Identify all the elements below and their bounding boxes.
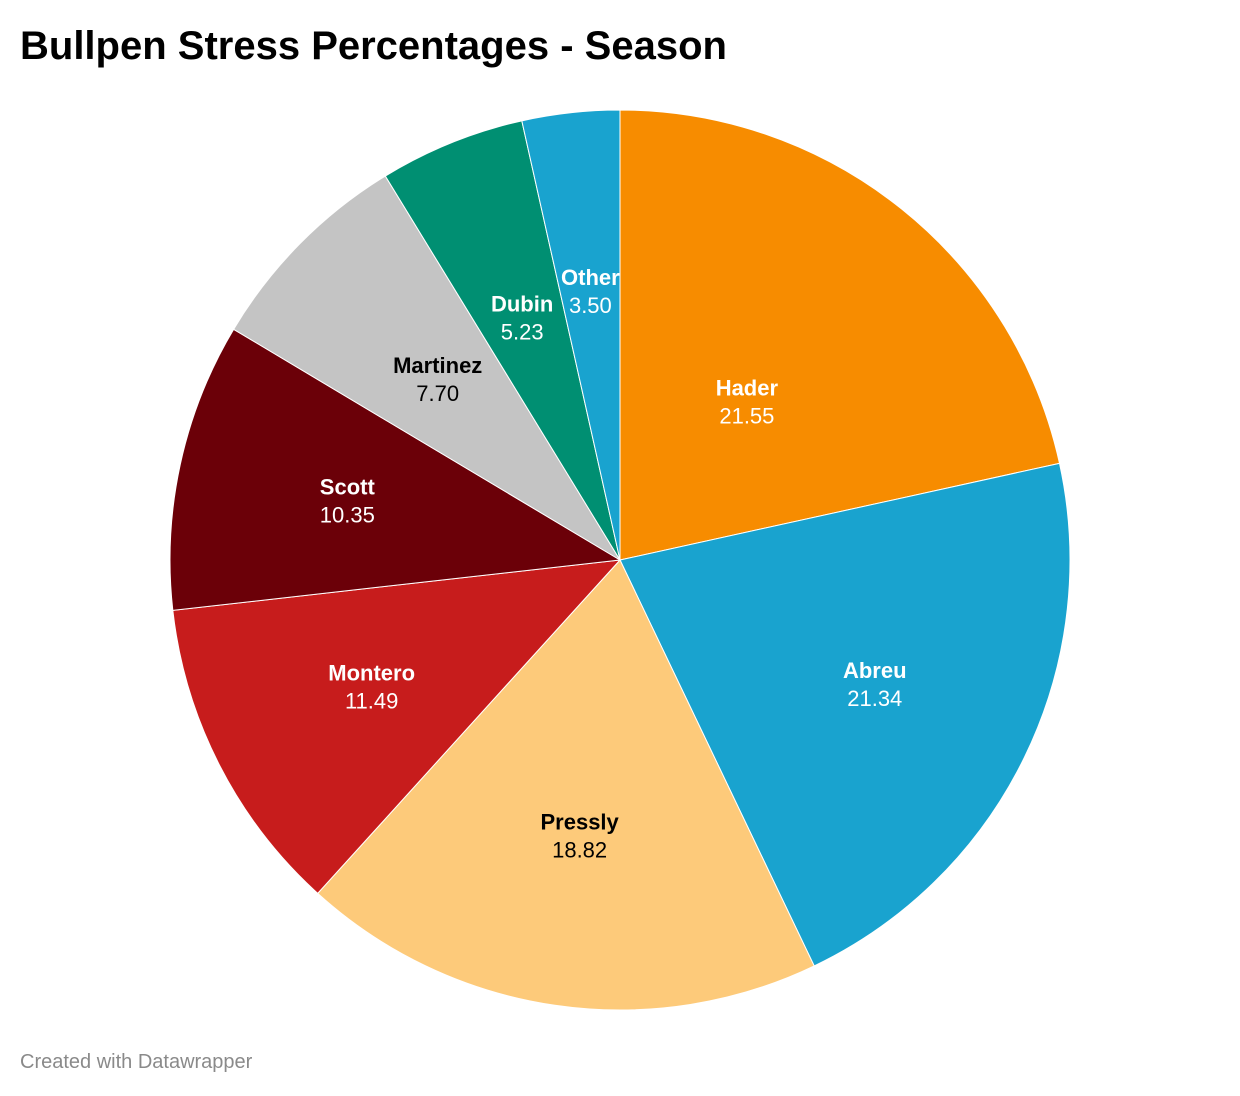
slice-value-montero: 11.49 (345, 689, 398, 714)
chart-title: Bullpen Stress Percentages - Season (20, 24, 727, 68)
slice-label-martinez: Martinez (393, 353, 482, 378)
pie-slice-pressly[interactable] (317, 559, 815, 1011)
pie-slice-dubin[interactable] (384, 120, 621, 561)
slice-label-pressly: Pressly (540, 810, 619, 835)
slice-label-other: Other (561, 265, 620, 290)
slice-value-dubin: 5.23 (501, 320, 544, 345)
datawrapper-credit: Created with Datawrapper (20, 1051, 253, 1073)
slice-label-abreu: Abreu (843, 658, 907, 683)
slice-value-pressly: 18.82 (552, 838, 607, 863)
slice-label-dubin: Dubin (491, 292, 553, 317)
slice-value-hader: 21.55 (719, 404, 774, 429)
slice-label-scott: Scott (320, 475, 376, 500)
pie-slice-scott[interactable] (169, 328, 622, 611)
pie-slice-montero[interactable] (172, 559, 622, 895)
slice-value-abreu: 21.34 (847, 686, 902, 711)
pie-slice-abreu[interactable] (619, 462, 1071, 967)
pie-slice-other[interactable] (521, 109, 621, 561)
slice-value-scott: 10.35 (320, 503, 375, 528)
pie-slice-hader[interactable] (619, 109, 1061, 561)
slice-value-martinez: 7.70 (416, 381, 459, 406)
pie-slice-martinez[interactable] (232, 175, 621, 561)
pie-slices (169, 109, 1071, 1011)
pie-labels: Hader 21.55 Abreu 21.34 Pressly 18.82 Montero 1… (320, 265, 907, 862)
slice-label-montero: Montero (328, 661, 415, 686)
slice-value-other: 3.50 (569, 293, 612, 318)
slice-label-hader: Hader (716, 376, 779, 401)
